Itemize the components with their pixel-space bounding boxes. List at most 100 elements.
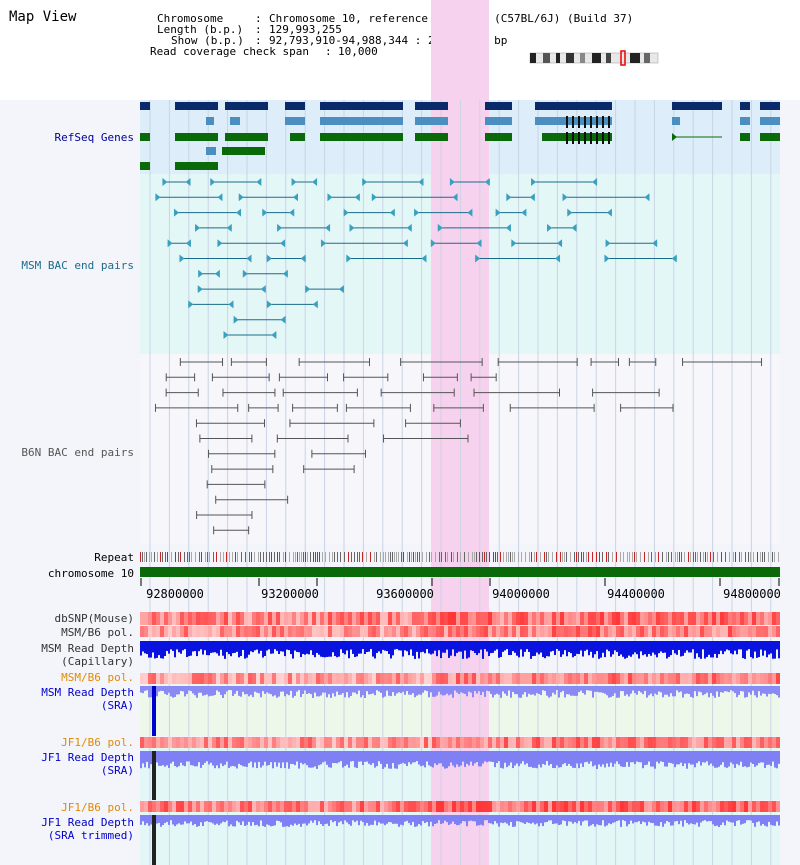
jf1-sra-depth-bar	[436, 751, 438, 765]
dbsnp-heat-cell	[536, 612, 540, 625]
jf1-sra-depth-bar	[232, 751, 234, 766]
repeat-element	[544, 552, 545, 562]
repeat-element	[301, 552, 302, 562]
jf1-sra-depth-bar	[542, 751, 544, 764]
jf1-trim-depth-bar	[664, 815, 666, 824]
msm-capillary-depth-bar	[296, 641, 298, 652]
jf1-sra-depth-bar	[352, 751, 354, 761]
jf1-pol-heat-cell	[476, 801, 480, 812]
jf1-trim-depth-bar	[318, 815, 320, 821]
jf1-sra-depth-bar	[682, 751, 684, 766]
jf1-trim-depth-bar	[498, 815, 500, 827]
jf1-sra-depth-bar	[364, 751, 366, 762]
repeat-element	[245, 552, 246, 562]
msm-pol-heat-cell	[168, 673, 172, 684]
msm-capillary-depth-bar	[532, 641, 534, 656]
jf1-sra-depth-bar	[772, 751, 774, 762]
jf1-trim-depth-bar	[570, 815, 572, 822]
jf1-pol-heat-cell	[756, 737, 760, 748]
msm-sra-depth-bar	[348, 686, 350, 698]
jf1-sra-depth-bar	[158, 751, 160, 766]
msm-capillary-depth-bar	[546, 641, 548, 656]
msm-pol-heat-cell	[336, 673, 340, 684]
jf1-pol-heat-cell	[272, 801, 276, 812]
msm-capillary-depth-bar	[246, 641, 248, 658]
msm-capillary-depth-bar	[438, 641, 440, 650]
jf1-sra-depth-bar	[514, 751, 516, 766]
jf1-pol-heat-cell	[644, 801, 648, 812]
jf1-sra-depth-bar	[336, 751, 338, 763]
dbsnp-heat-cell	[288, 612, 292, 625]
repeat-element	[149, 552, 150, 562]
msm-capillary-depth-bar	[668, 641, 670, 657]
jf1-sra-depth-bar	[448, 751, 450, 766]
jf1-trim-depth-bar	[698, 815, 700, 827]
jf1-sra-depth-bar	[252, 751, 254, 767]
msm-sra-depth-bar	[586, 686, 588, 690]
jf1-sra-depth-bar	[476, 751, 478, 762]
jf1-sra-depth-bar	[308, 751, 310, 767]
msm-sra-depth-bar	[612, 686, 614, 696]
msm-sra-depth-bar	[300, 686, 302, 697]
msm-pol-heat-cell	[344, 673, 348, 684]
msm-pol-heat-cell	[352, 673, 356, 684]
repeat-element	[684, 552, 685, 562]
msm-pol-heat-cell	[668, 673, 672, 684]
repeat-element	[508, 552, 509, 562]
track-label: (SRA)	[101, 699, 134, 712]
jf1-sra-depth-bar	[532, 751, 534, 768]
msm-capillary-depth-bar	[348, 641, 350, 658]
dbsnp-heat-cell	[660, 612, 664, 625]
repeat-element	[401, 552, 402, 562]
jf1-trim-depth-bar	[380, 815, 382, 824]
msm-sra-depth-bar	[350, 686, 352, 696]
jf1-pol-heat-cell	[484, 801, 488, 812]
msm-pol-heat-cell	[212, 673, 216, 684]
msm-capillary-depth-bar	[218, 641, 220, 656]
chromosome-bar	[140, 567, 780, 577]
jf1-sra-depth-bar	[404, 751, 406, 764]
jf1-sra-depth-bar	[382, 751, 384, 769]
msm-capillary-depth-bar	[316, 641, 318, 653]
dbsnp-heat-cell	[164, 612, 168, 625]
jf1-pol-heat-cell	[560, 737, 564, 748]
track-label: MSM/B6 pol.	[61, 671, 134, 684]
repeat-element	[303, 552, 304, 562]
jf1-sra-depth-spike	[152, 751, 156, 800]
msm-capillary-depth-bar	[320, 641, 322, 657]
jf1-sra-depth-bar	[236, 751, 238, 768]
msm-sra-depth-bar	[768, 686, 770, 694]
msm-capillary-depth-bar	[428, 641, 430, 653]
jf1-sra-depth-bar	[422, 751, 424, 766]
msm-capillary-depth-bar	[596, 641, 598, 651]
jf1-trim-depth-bar	[452, 815, 454, 822]
msm-pol-heat-cell	[764, 626, 768, 637]
jf1-trim-depth-bar	[210, 815, 212, 822]
jf1-pol-heat-cell	[604, 801, 608, 812]
msm-sra-depth-bar	[648, 686, 650, 695]
jf1-sra-depth-bar	[264, 751, 266, 762]
repeat-element	[636, 552, 637, 562]
jf1-trim-depth-bar	[402, 815, 404, 825]
jf1-sra-depth-bar	[470, 751, 472, 762]
chromosome-ideogram[interactable]	[530, 51, 658, 65]
repeat-element	[184, 552, 185, 562]
msm-sra-depth-bar	[512, 686, 514, 692]
repeat-element	[627, 552, 628, 562]
repeat-element	[351, 552, 352, 562]
jf1-sra-depth-bar	[766, 751, 768, 765]
msm-sra-depth-bar	[206, 686, 208, 694]
jf1-pol-heat-cell	[304, 801, 308, 812]
jf1-sra-depth-bar	[518, 751, 520, 766]
dbsnp-heat-cell	[292, 612, 296, 625]
msm-sra-depth-bar	[260, 686, 262, 697]
msm-pol-heat-cell	[272, 626, 276, 637]
msm-capillary-depth-bar	[552, 641, 554, 651]
jf1-sra-depth-bar	[254, 751, 256, 762]
jf1-pol-heat-cell	[216, 737, 220, 748]
msm-capillary-depth-bar	[378, 641, 380, 651]
msm-capillary-depth-bar	[694, 641, 696, 659]
msm-capillary-depth-bar	[244, 641, 246, 659]
jf1-trim-depth-bar	[496, 815, 498, 823]
dbsnp-heat-cell	[336, 612, 340, 625]
